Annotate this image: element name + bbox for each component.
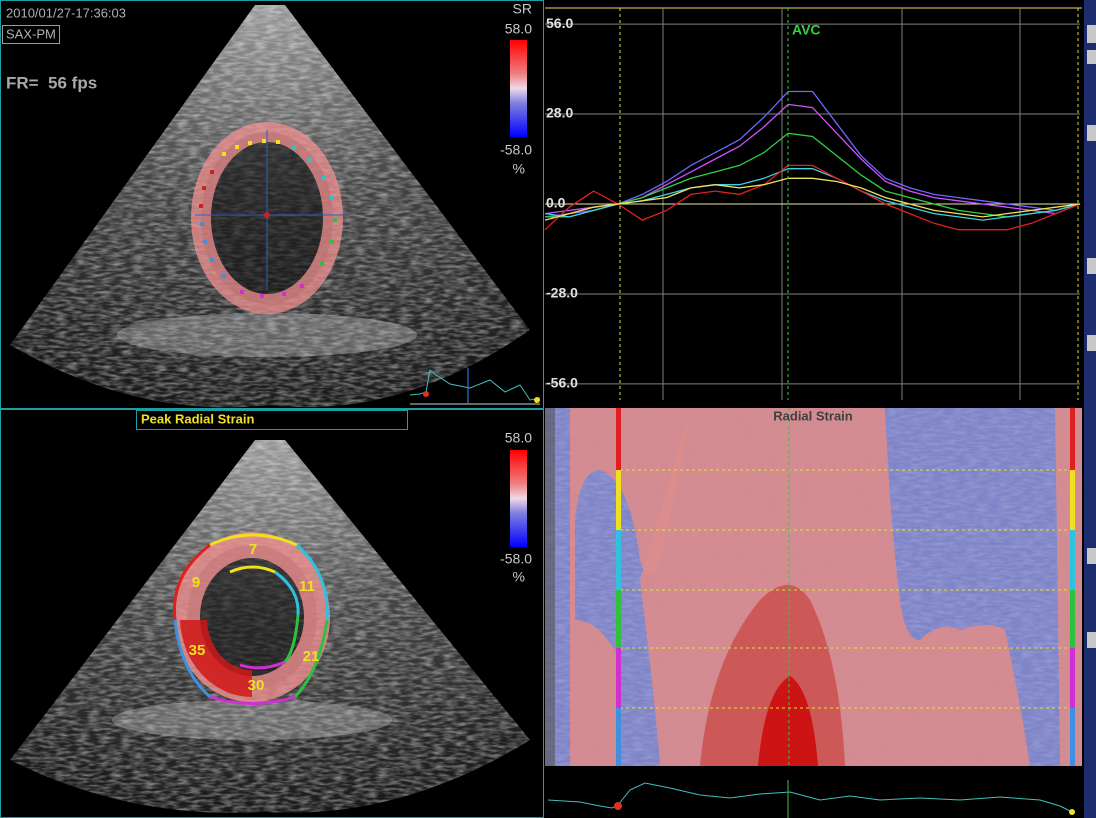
- strain-curve: [545, 132, 1081, 218]
- scale-unit: %: [513, 161, 525, 177]
- scale-max: 58.0: [505, 21, 532, 37]
- segment-borders: [172, 533, 329, 705]
- segment-value: 30: [248, 677, 265, 694]
- scale-unit: %: [513, 569, 525, 585]
- chart: 56.0 28.0 0.0 -28.0 -56.0: [544, 15, 1081, 391]
- heatmap-title: Radial Strain: [773, 408, 853, 423]
- toolbar-button[interactable]: [1087, 125, 1096, 141]
- color-scale: [510, 40, 527, 137]
- ecg-mini: [409, 368, 541, 405]
- strain-curve: [544, 90, 1081, 218]
- toolbar-button[interactable]: [1087, 335, 1096, 351]
- ecg-strip: [547, 780, 1075, 818]
- strain-heatmap: [545, 408, 1082, 766]
- frame-rate: FR= 56 fps: [6, 73, 97, 92]
- center-dot: [264, 212, 270, 218]
- scale-max: 58.0: [505, 430, 532, 446]
- view-label: SAX-PM: [6, 26, 56, 41]
- avc-label: AVC: [792, 22, 821, 38]
- strain-curve: [544, 164, 1081, 231]
- segment-dividers: [620, 469, 1075, 709]
- side-toolbar: [1084, 0, 1096, 818]
- toolbar-button[interactable]: [1087, 25, 1096, 43]
- strain-curve: [544, 177, 1081, 221]
- segment-value: 9: [192, 574, 200, 591]
- y-tick-label: -56.0: [546, 375, 578, 391]
- scale-title: SR: [513, 1, 532, 17]
- panel-title: Peak Radial Strain: [141, 411, 254, 426]
- y-tick-label: 0.0: [546, 195, 566, 211]
- segment-value: 11: [299, 578, 315, 595]
- segment-labels: 7 9 11 35 21 30: [189, 541, 320, 694]
- strain-segment: [180, 620, 252, 697]
- scale-min: -58.0: [500, 551, 532, 567]
- y-tick-label: -28.0: [546, 285, 578, 301]
- toolbar-button[interactable]: [1087, 50, 1096, 64]
- toolbar-button[interactable]: [1087, 258, 1096, 274]
- segment-color-bars: [616, 408, 1075, 766]
- title-box: [136, 410, 408, 430]
- event-markers: [619, 8, 1079, 400]
- y-tick-label: 28.0: [546, 105, 573, 121]
- color-scale: [510, 450, 527, 547]
- segment-value: 35: [189, 642, 206, 659]
- y-tick-label: 56.0: [546, 15, 573, 31]
- timestamp: 2010/01/27-17:36:03: [6, 5, 126, 20]
- panel-frame: [0, 0, 544, 409]
- segment-value: 7: [249, 541, 257, 558]
- scale-min: -58.0: [500, 142, 532, 158]
- toolbar-button[interactable]: [1087, 548, 1096, 564]
- segment-value: 21: [303, 648, 320, 665]
- toolbar-button[interactable]: [1087, 632, 1096, 648]
- tracking-points: [199, 139, 337, 298]
- view-box: [2, 25, 60, 44]
